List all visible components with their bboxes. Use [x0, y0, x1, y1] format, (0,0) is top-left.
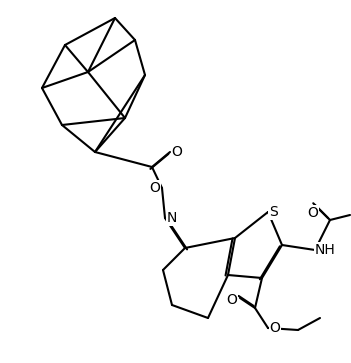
Text: NH: NH: [314, 243, 335, 257]
Text: O: O: [172, 145, 183, 159]
Text: O: O: [226, 293, 237, 307]
Text: O: O: [270, 321, 280, 335]
Text: O: O: [150, 181, 160, 195]
Text: S: S: [269, 205, 277, 219]
Text: O: O: [307, 206, 318, 220]
Text: N: N: [167, 211, 177, 225]
